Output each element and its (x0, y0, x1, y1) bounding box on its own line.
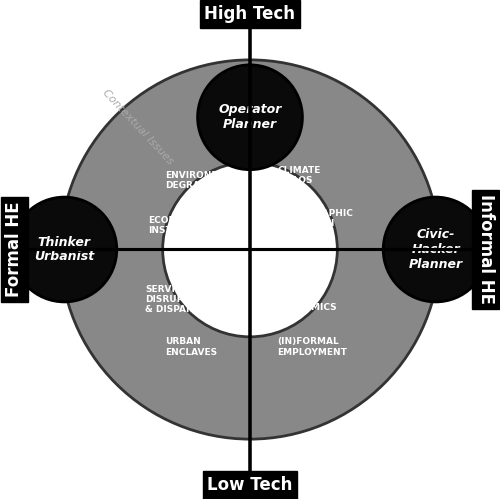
Circle shape (60, 60, 440, 439)
Circle shape (198, 65, 302, 170)
Text: (IN)FORMAL
EMPLOYMENT: (IN)FORMAL EMPLOYMENT (278, 337, 347, 356)
Text: High Tech: High Tech (204, 5, 296, 23)
Text: Operator
Planner: Operator Planner (218, 103, 282, 131)
Text: ENVIRONMENTAL
DEGRADATION: ENVIRONMENTAL DEGRADATION (165, 171, 252, 190)
Circle shape (383, 197, 488, 302)
Text: GLOBAL
PANDEMICS: GLOBAL PANDEMICS (278, 292, 337, 311)
Text: DEMOGRAPHIC
IMPLOSION: DEMOGRAPHIC IMPLOSION (278, 209, 353, 228)
Text: ECONOMIC
INSTABILITY: ECONOMIC INSTABILITY (148, 216, 210, 235)
Text: Informal HE: Informal HE (476, 195, 494, 304)
Circle shape (12, 197, 117, 302)
Circle shape (162, 162, 338, 337)
Text: Thinker
Urbanist: Thinker Urbanist (34, 236, 94, 263)
Text: SERVICE
DISRUPTIONS
& DISPARITIES: SERVICE DISRUPTIONS & DISPARITIES (145, 284, 218, 314)
Text: Low Tech: Low Tech (208, 476, 292, 494)
Text: Civic-
Hacker
Planner: Civic- Hacker Planner (408, 228, 463, 271)
Text: URBAN
ENCLAVES: URBAN ENCLAVES (165, 337, 218, 356)
Text: Formal HE: Formal HE (6, 202, 24, 297)
Text: Contextual Issues: Contextual Issues (100, 88, 175, 167)
Text: CLIMATE
CHAOS: CLIMATE CHAOS (278, 166, 321, 185)
